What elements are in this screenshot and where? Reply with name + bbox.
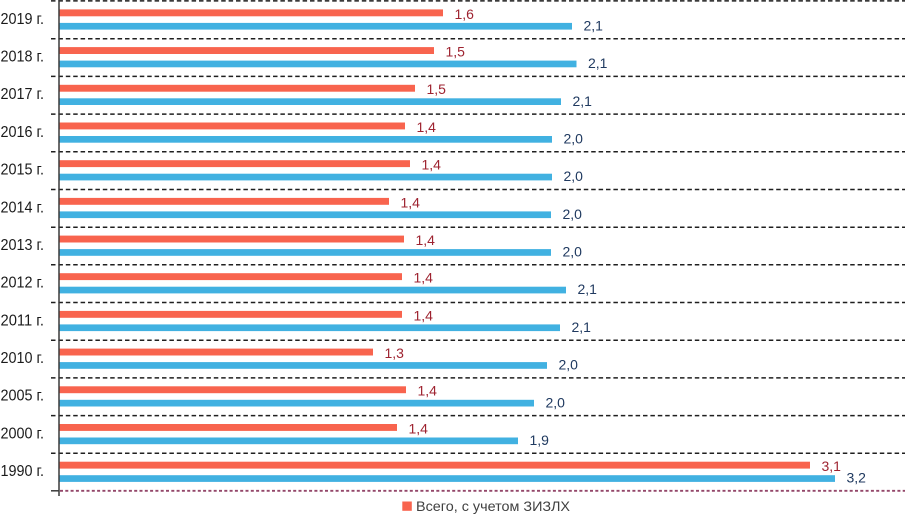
svg-text:2018 г.: 2018 г. [1,49,45,66]
svg-text:1,4: 1,4 [418,383,438,399]
svg-text:1990 г.: 1990 г. [1,463,45,480]
svg-text:2015 г.: 2015 г. [1,162,45,179]
svg-text:2,1: 2,1 [572,319,592,335]
svg-text:1,9: 1,9 [530,432,550,448]
svg-text:1,4: 1,4 [414,307,434,323]
svg-text:1,3: 1,3 [385,345,405,361]
svg-text:1,4: 1,4 [422,157,442,173]
svg-text:2019 г.: 2019 г. [1,11,45,28]
svg-text:1,6: 1,6 [455,6,475,22]
svg-text:2014 г.: 2014 г. [1,199,45,216]
svg-text:2,0: 2,0 [564,131,584,147]
svg-text:2013 г.: 2013 г. [1,237,45,254]
svg-text:1,4: 1,4 [417,119,437,135]
svg-text:3,2: 3,2 [847,470,867,486]
svg-text:2,0: 2,0 [563,206,583,222]
svg-text:2005 г.: 2005 г. [1,388,45,405]
svg-text:1,5: 1,5 [427,81,447,97]
svg-text:2,1: 2,1 [588,55,608,71]
svg-text:2010 г.: 2010 г. [1,350,45,367]
svg-text:3,1: 3,1 [822,458,842,474]
svg-text:1,4: 1,4 [401,194,421,210]
svg-text:2017 г.: 2017 г. [1,86,45,103]
svg-text:2011 г.: 2011 г. [1,312,45,329]
svg-text:1,4: 1,4 [414,270,434,286]
svg-text:2016 г.: 2016 г. [1,124,45,141]
svg-text:2,0: 2,0 [546,394,566,410]
svg-text:1,5: 1,5 [446,44,466,60]
svg-text:2,1: 2,1 [584,17,604,33]
svg-text:2,0: 2,0 [564,168,584,184]
svg-text:1,4: 1,4 [416,232,436,248]
svg-text:2,1: 2,1 [573,93,593,109]
svg-text:2,0: 2,0 [563,244,583,260]
svg-text:1,4: 1,4 [409,420,429,436]
svg-text:2,0: 2,0 [559,357,579,373]
svg-text:2000 г.: 2000 г. [1,425,45,442]
svg-text:Всего, с учетом ЗИЗЛХ: Всего, с учетом ЗИЗЛХ [416,499,570,514]
svg-text:2012 г.: 2012 г. [1,275,45,292]
svg-text:2,1: 2,1 [578,281,598,297]
